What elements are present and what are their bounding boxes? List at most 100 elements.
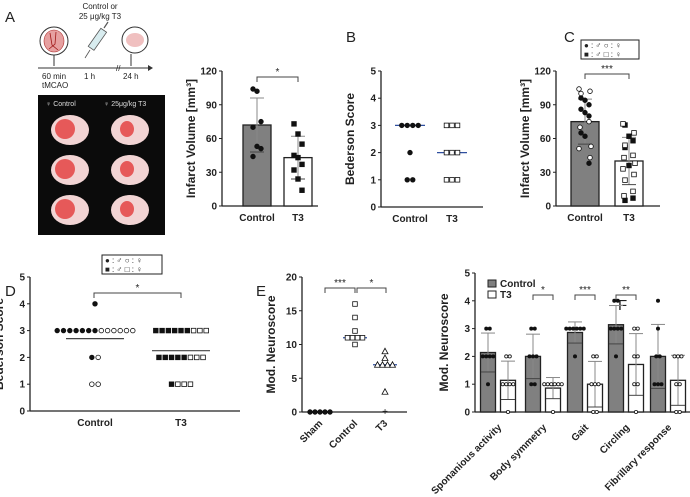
panel-label-c: C — [564, 29, 575, 46]
y-tick-label: 120 — [200, 67, 217, 78]
y-tick-label: 3 — [370, 121, 376, 132]
data-point — [54, 327, 60, 334]
significance-label: *** — [601, 64, 613, 75]
legend-label-t3: T3 — [500, 290, 512, 301]
infarct-area — [55, 199, 75, 219]
data-point — [630, 152, 636, 159]
data-point — [626, 133, 632, 139]
y-tick-label: 90 — [540, 100, 552, 111]
axis-break: // — [116, 64, 121, 73]
data-point — [98, 327, 104, 334]
x-tick-label: Control — [77, 418, 113, 429]
data-point — [175, 381, 181, 387]
data-point — [484, 354, 489, 359]
y-tick-label: 0 — [211, 202, 217, 213]
data-point — [407, 149, 413, 156]
data-point — [573, 354, 578, 359]
data-point — [656, 326, 661, 331]
data-point — [295, 154, 301, 161]
data-point — [168, 381, 175, 387]
data-point — [291, 121, 297, 127]
significance-bracket — [615, 294, 637, 300]
data-point — [175, 354, 181, 361]
y-tick-label: 1 — [370, 175, 376, 186]
data-point — [352, 341, 358, 348]
x-tick-label: T3 — [446, 214, 458, 225]
data-point — [485, 382, 490, 387]
data-point — [200, 354, 206, 361]
data-point — [582, 133, 588, 139]
data-point — [615, 326, 620, 331]
data-point — [388, 360, 397, 368]
data-point — [622, 197, 628, 204]
data-point — [612, 298, 617, 303]
significance-bracket — [256, 76, 299, 82]
syringe-icon — [84, 21, 109, 59]
data-point — [258, 145, 264, 152]
significance-label: * — [541, 285, 545, 296]
data-point — [258, 118, 264, 125]
photo-label-t3: ♀ 25μg/kg T3 — [104, 101, 146, 108]
data-point — [531, 354, 536, 359]
data-point — [578, 130, 584, 136]
data-point — [631, 130, 637, 136]
bar — [566, 331, 584, 413]
time-60min: 60 min — [42, 72, 66, 81]
data-point — [635, 354, 640, 359]
data-point — [381, 347, 389, 355]
y-tick-label: 4 — [19, 299, 25, 310]
x-tick-label: Control — [327, 418, 360, 451]
chart-d-y-label: Bederson Score — [0, 298, 6, 390]
data-point — [399, 122, 405, 129]
data-point — [615, 298, 620, 303]
timeline-arrow-icon — [148, 65, 153, 71]
y-tick-label: 4 — [370, 94, 376, 105]
data-point — [577, 124, 583, 130]
significance-bracket — [356, 287, 387, 293]
y-tick-label: 60 — [540, 134, 552, 145]
data-point — [500, 382, 505, 387]
data-point — [89, 354, 95, 361]
y-tick-label: 30 — [540, 168, 552, 179]
data-point — [104, 327, 111, 334]
data-point — [491, 354, 496, 359]
significance-label: *** — [334, 278, 346, 289]
y-tick-label: 0 — [464, 408, 470, 419]
sex-legend-row-circles: ● : ♂ ○ : ♀ — [105, 256, 142, 265]
data-point — [654, 354, 659, 359]
x-tick-label: T3 — [175, 418, 187, 429]
treatment-line-2: 25 μg/kg T3 — [79, 12, 122, 21]
y-tick-label: 0 — [545, 202, 551, 213]
data-point — [171, 327, 178, 334]
data-point — [415, 122, 421, 129]
y-tick-label: 60 — [206, 134, 218, 145]
data-point — [443, 122, 450, 129]
y-tick-label: 2 — [464, 352, 470, 363]
infarct-area — [120, 201, 134, 217]
y-tick-label: 1 — [19, 380, 25, 391]
data-point — [307, 409, 313, 415]
y-tick-label: 10 — [286, 340, 298, 351]
data-point — [165, 327, 172, 334]
data-point — [677, 382, 682, 387]
chart-f-y-label: Mod. Neuroscore — [437, 293, 451, 391]
data-point — [159, 327, 165, 334]
data-point — [254, 143, 260, 150]
time-tmcao: tMCAO — [42, 81, 68, 90]
data-point — [656, 298, 661, 303]
data-point — [621, 154, 627, 161]
data-point — [178, 327, 184, 334]
data-point — [156, 354, 162, 361]
data-point — [352, 301, 358, 307]
y-tick-label: 1 — [464, 380, 470, 391]
infarct-area — [55, 119, 75, 139]
sex-legend-row-squares: ■ : ♂ □ : ♀ — [584, 50, 621, 59]
sex-legend-box — [101, 254, 163, 275]
data-point — [111, 327, 117, 334]
data-point — [552, 382, 557, 387]
sex-legend-box — [580, 39, 640, 60]
data-point — [576, 86, 582, 92]
data-point — [635, 326, 640, 331]
